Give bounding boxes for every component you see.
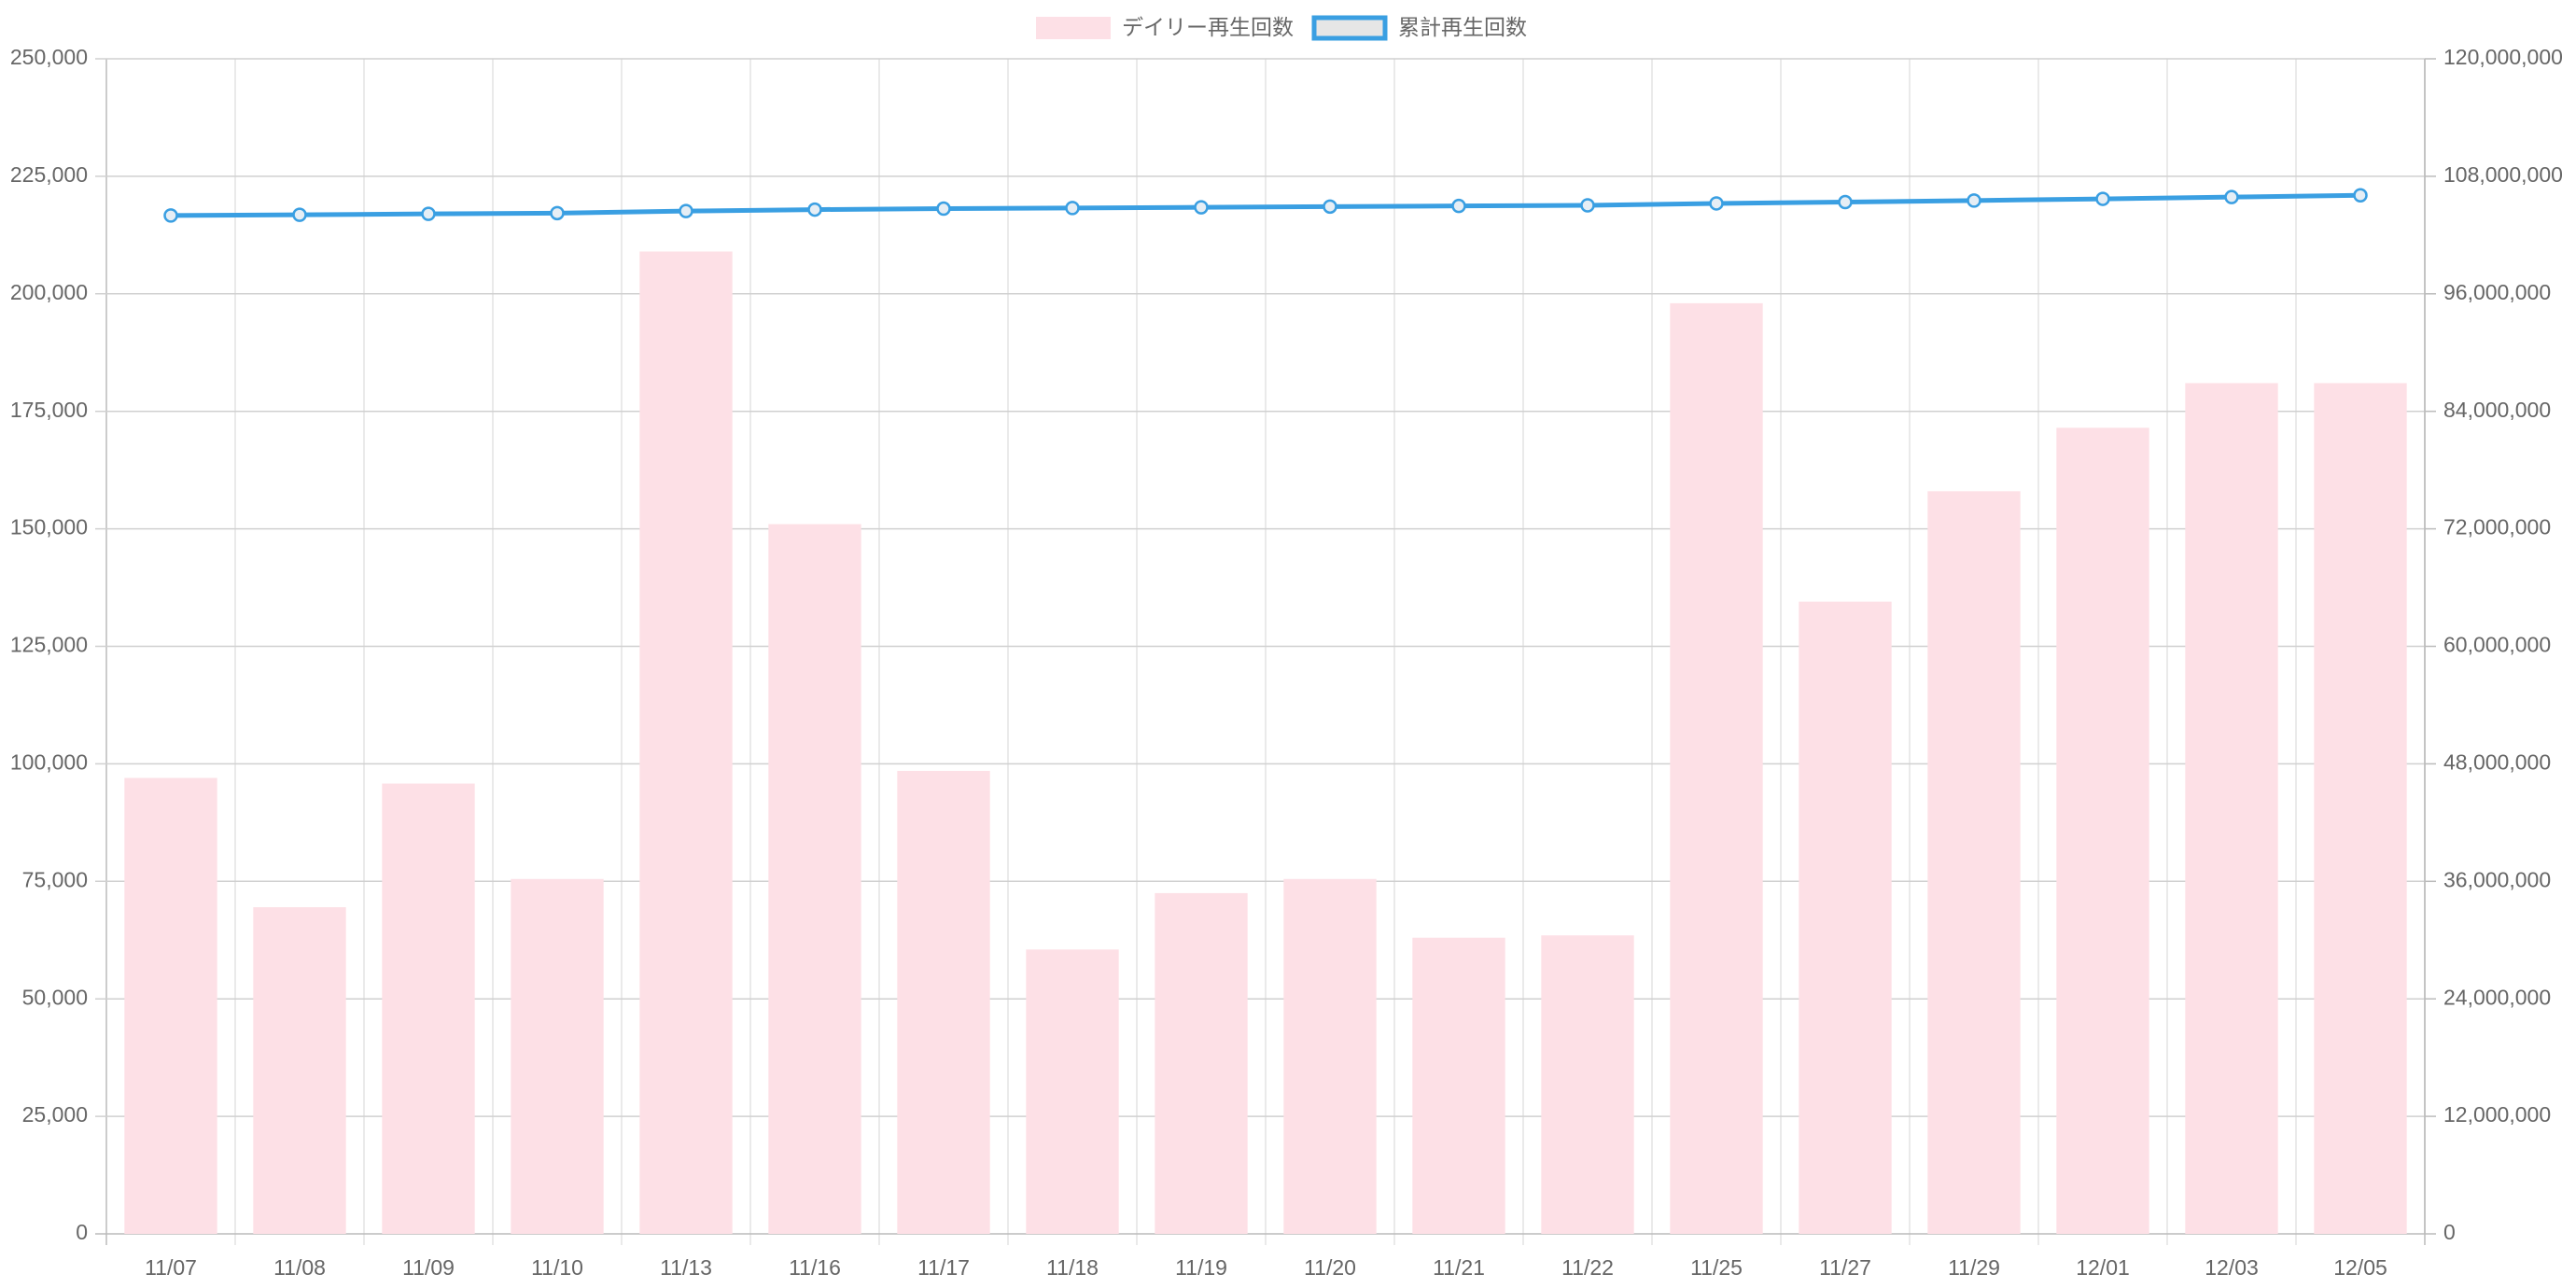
bar [1927, 491, 2021, 1234]
y-tick-label: 125,000 [10, 633, 88, 657]
y2-tick-label: 36,000,000 [2443, 867, 2551, 891]
y-tick-label: 250,000 [10, 45, 88, 69]
line [170, 192, 2361, 218]
x-tick-label: 11/08 [273, 1255, 326, 1280]
x-tick-label: 11/22 [1561, 1255, 1614, 1280]
x-tick-label: 12/05 [2333, 1255, 2387, 1280]
point [1838, 194, 1853, 210]
point [1323, 199, 1337, 215]
point [1065, 201, 1080, 216]
bar [1412, 937, 1505, 1234]
y-tick-label: 75,000 [22, 867, 88, 891]
y-tick-label: 0 [76, 1220, 88, 1244]
x-tick-label: 11/25 [1690, 1255, 1743, 1280]
point [1709, 196, 1724, 211]
legend-label: 累計再生回数 [1398, 15, 1527, 39]
bar [1155, 892, 1248, 1234]
bar [1026, 949, 1119, 1234]
point [2095, 191, 2110, 206]
point [1194, 200, 1209, 215]
y2-tick-label: 48,000,000 [2443, 749, 2551, 774]
x-tick-label: 11/29 [1948, 1255, 2000, 1280]
y-tick-label: 25,000 [22, 1102, 88, 1127]
y-tick-label: 100,000 [10, 749, 88, 774]
bar [1283, 878, 1377, 1234]
point [1580, 198, 1595, 213]
legend-swatch [1036, 17, 1111, 39]
x-tick-label: 11/16 [789, 1255, 841, 1280]
bar [1670, 302, 1763, 1234]
x-tick-label: 11/20 [1304, 1255, 1356, 1280]
x-tick-label: 11/13 [660, 1255, 712, 1280]
y2-tick-label: 60,000,000 [2443, 633, 2551, 657]
x-tick-label: 11/17 [917, 1255, 970, 1280]
x-tick-label: 11/21 [1433, 1255, 1485, 1280]
y2-tick-label: 84,000,000 [2443, 398, 2551, 422]
y2-tick-label: 108,000,000 [2443, 162, 2563, 187]
bar [1799, 601, 1892, 1234]
point [292, 207, 307, 222]
y-tick-label: 225,000 [10, 162, 88, 187]
y2-tick-label: 24,000,000 [2443, 985, 2551, 1009]
y2-tick-label: 0 [2443, 1220, 2456, 1244]
bar [124, 777, 217, 1234]
y-tick-label: 150,000 [10, 515, 88, 539]
bar [253, 906, 346, 1234]
point [2224, 189, 2239, 204]
point [807, 202, 822, 217]
y-tick-label: 175,000 [10, 398, 88, 422]
bar [897, 770, 990, 1234]
bar [768, 524, 861, 1234]
bar [1541, 935, 1634, 1234]
x-tick-label: 12/01 [2076, 1255, 2130, 1280]
y2-tick-label: 96,000,000 [2443, 280, 2551, 304]
x-tick-label: 11/10 [531, 1255, 583, 1280]
x-tick-label: 11/07 [145, 1255, 197, 1280]
x-tick-label: 11/18 [1046, 1255, 1099, 1280]
point [936, 201, 951, 217]
bar [639, 251, 733, 1234]
y2-tick-label: 72,000,000 [2443, 515, 2551, 539]
bar [511, 878, 604, 1234]
bar [2056, 427, 2149, 1234]
point [550, 205, 565, 221]
y-tick-label: 200,000 [10, 280, 88, 304]
point [163, 208, 178, 223]
y-tick-label: 50,000 [22, 985, 88, 1009]
point [2353, 188, 2368, 203]
legend-label: デイリー再生回数 [1122, 15, 1294, 39]
x-tick-label: 11/09 [402, 1255, 455, 1280]
bar [2314, 383, 2407, 1234]
x-tick-label: 12/03 [2205, 1255, 2259, 1280]
bar [382, 783, 475, 1234]
y2-tick-label: 12,000,000 [2443, 1102, 2551, 1127]
legend-swatch [1311, 15, 1388, 41]
point [1967, 193, 1981, 208]
y2-tick-label: 120,000,000 [2443, 45, 2563, 69]
bar [2185, 383, 2278, 1234]
x-tick-label: 11/27 [1819, 1255, 1871, 1280]
x-tick-label: 11/19 [1175, 1255, 1227, 1280]
point [1451, 198, 1466, 214]
point [679, 203, 693, 218]
point [421, 206, 436, 221]
